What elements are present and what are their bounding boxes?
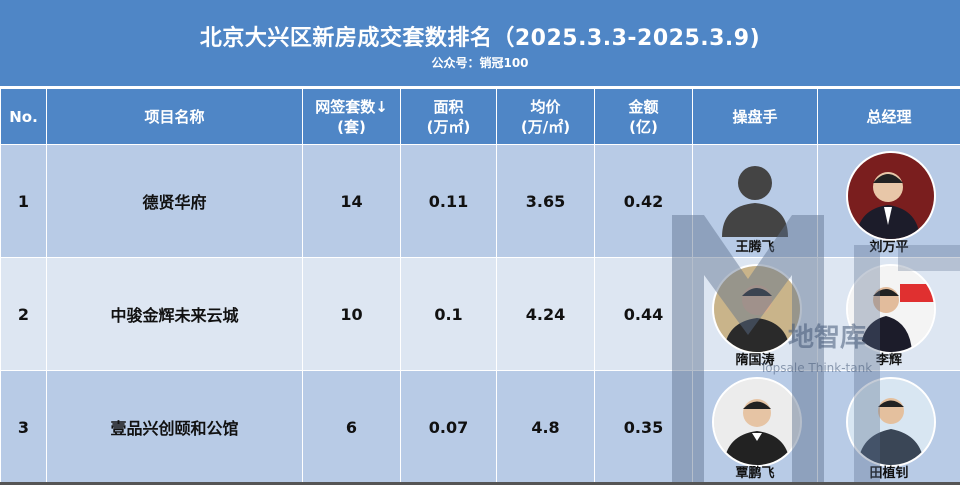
col-units: 网签套数↓(套): [303, 89, 401, 145]
cell-gm: 李辉: [818, 258, 960, 371]
cell-price: 4.8: [497, 371, 595, 484]
ranking-table: No. 项目名称 网签套数↓(套) 面积(万㎡) 均价(万/㎡) 金额(亿) 操…: [0, 88, 960, 484]
avatar: [846, 151, 936, 241]
table-header-row: No. 项目名称 网签套数↓(套) 面积(万㎡) 均价(万/㎡) 金额(亿) 操…: [1, 89, 960, 145]
cell-price: 3.65: [497, 145, 595, 258]
col-no: No.: [1, 89, 47, 145]
report-subtitle: 公众号：销冠100: [0, 54, 960, 71]
cell-gm: 田植钊: [818, 371, 960, 484]
avatar-placeholder-icon: [712, 151, 798, 237]
report-title: 北京大兴区新房成交套数排名（2025.3.3-2025.3.9): [0, 20, 960, 52]
cell-operator: 王腾飞: [693, 145, 818, 258]
avatar: [712, 264, 802, 354]
cell-project: 德贤华府: [47, 145, 303, 258]
table-row: 1 德贤华府 14 0.11 3.65 0.42 王腾飞: [1, 145, 960, 258]
cell-units: 14: [303, 145, 401, 258]
cell-area: 0.11: [401, 145, 497, 258]
cell-amount: 0.35: [595, 371, 693, 484]
gm-name: 李辉: [818, 349, 960, 368]
cell-no: 3: [1, 371, 47, 484]
table-row: 3 壹品兴创颐和公馆 6 0.07 4.8 0.35 覃鹏飞: [1, 371, 960, 484]
avatar: [712, 377, 802, 467]
col-gm: 总经理: [818, 89, 960, 145]
cell-units: 6: [303, 371, 401, 484]
cell-project: 壹品兴创颐和公馆: [47, 371, 303, 484]
table-row: 2 中骏金辉未来云城 10 0.1 4.24 0.44 隋国涛: [1, 258, 960, 371]
col-amount: 金额(亿): [595, 89, 693, 145]
cell-amount: 0.42: [595, 145, 693, 258]
avatar: [846, 377, 936, 467]
col-operator: 操盘手: [693, 89, 818, 145]
cell-amount: 0.44: [595, 258, 693, 371]
operator-name: 隋国涛: [693, 349, 817, 368]
avatar: [846, 264, 936, 354]
cell-project: 中骏金辉未来云城: [47, 258, 303, 371]
cell-gm: 刘万平: [818, 145, 960, 258]
cell-no: 2: [1, 258, 47, 371]
cell-area: 0.07: [401, 371, 497, 484]
cell-area: 0.1: [401, 258, 497, 371]
report-header: 北京大兴区新房成交套数排名（2025.3.3-2025.3.9) 公众号：销冠1…: [0, 0, 960, 86]
operator-name: 王腾飞: [693, 236, 817, 255]
col-project: 项目名称: [47, 89, 303, 145]
gm-name: 刘万平: [818, 236, 960, 255]
operator-name: 覃鹏飞: [693, 462, 817, 481]
cell-price: 4.24: [497, 258, 595, 371]
cell-operator: 覃鹏飞: [693, 371, 818, 484]
col-area: 面积(万㎡): [401, 89, 497, 145]
cell-no: 1: [1, 145, 47, 258]
gm-name: 田植钊: [818, 462, 960, 481]
col-price: 均价(万/㎡): [497, 89, 595, 145]
cell-operator: 隋国涛: [693, 258, 818, 371]
cell-units: 10: [303, 258, 401, 371]
